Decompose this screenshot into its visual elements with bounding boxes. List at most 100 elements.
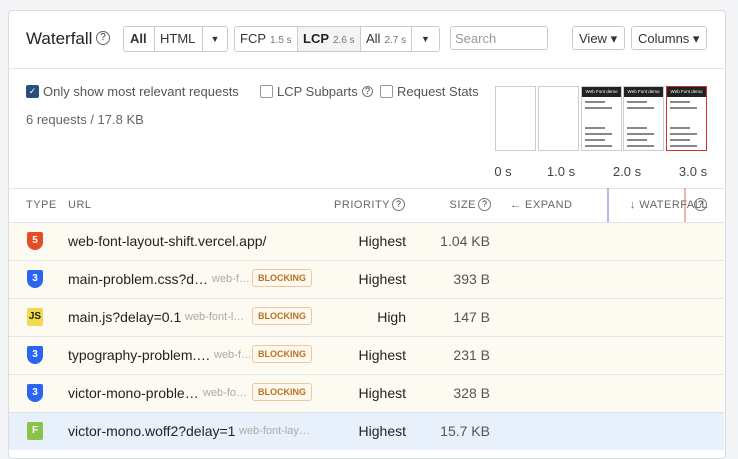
priority: Highest xyxy=(358,347,406,363)
view-button[interactable]: View ▾ xyxy=(572,26,625,50)
metric-value: 2.6 s xyxy=(333,35,355,46)
column-header[interactable]: ↓ WATERFALL xyxy=(629,199,708,211)
filter-group: All HTML ▼ xyxy=(123,26,228,52)
size: 231 B xyxy=(453,347,490,363)
frame-text-line xyxy=(585,127,605,129)
title: Waterfall xyxy=(26,29,93,48)
filmstrip-frame: Web Font demo xyxy=(581,86,622,151)
filter-html[interactable]: HTML xyxy=(154,27,195,51)
frame-text-line xyxy=(585,107,612,109)
metric-name: LCP xyxy=(303,31,329,46)
metric-name: FCP xyxy=(240,31,266,46)
help-icon: ? xyxy=(362,86,373,97)
request-host: web-font-lay… xyxy=(239,425,310,437)
request-host: web-f… xyxy=(214,349,252,361)
frame-text-line xyxy=(627,107,654,109)
blocking-badge: BLOCKING xyxy=(252,345,312,363)
size: 147 B xyxy=(453,309,490,325)
metric-tab[interactable]: FCP 1.5 s xyxy=(235,27,297,51)
frame-text-line xyxy=(670,139,690,141)
filter-all[interactable]: All xyxy=(130,31,147,46)
table-row[interactable] xyxy=(9,336,724,374)
size: 15.7 KB xyxy=(440,423,490,439)
request-url: web-font-layout-shift.vercel.app/ xyxy=(68,233,267,249)
table-header xyxy=(9,188,724,223)
column-header: PRIORITY xyxy=(334,199,390,211)
frame-text-line xyxy=(627,133,654,135)
column-header: SIZE xyxy=(449,199,476,211)
time-label: 0 s xyxy=(494,164,512,179)
priority: Highest xyxy=(358,423,406,439)
table-row[interactable] xyxy=(9,222,724,260)
dropdown[interactable]: ▼ xyxy=(202,27,227,51)
priority: Highest xyxy=(358,385,406,401)
search-input[interactable]: Search xyxy=(450,26,548,50)
frame-text-line xyxy=(670,133,697,135)
columns-label: Columns xyxy=(638,31,690,46)
filmstrip-frame xyxy=(495,86,536,151)
table-row[interactable] xyxy=(9,260,724,298)
dropdown[interactable]: ▼ xyxy=(411,27,439,51)
filmstrip-frame xyxy=(538,86,579,151)
table-row[interactable] xyxy=(9,412,724,450)
time-label: 3.0 s xyxy=(678,164,708,179)
metric-name: All xyxy=(366,31,381,46)
frame-title: Web Font demo xyxy=(624,87,663,97)
type-icon: 5 xyxy=(27,232,43,250)
column-header[interactable]: ← EXPAND xyxy=(510,199,573,211)
request-host: web-f… xyxy=(212,273,250,285)
size: 328 B xyxy=(453,385,490,401)
time-label: 1.0 s xyxy=(546,164,576,179)
request-url: victor-mono.woff2?delay=1 xyxy=(68,423,236,439)
metric-value: 1.5 s xyxy=(270,35,292,46)
checkbox[interactable]: ✓ xyxy=(26,85,39,98)
size: 393 B xyxy=(453,271,490,287)
priority: High xyxy=(377,309,406,325)
frame-text-line xyxy=(670,127,690,129)
help-icon: ? xyxy=(694,198,707,211)
frame-text-line xyxy=(670,107,697,109)
column-header: TYPE xyxy=(26,199,57,211)
metric-tab[interactable]: LCP 2.6 s xyxy=(297,27,360,51)
metric-tab[interactable]: All 2.7 s xyxy=(360,27,411,51)
frame-text-line xyxy=(627,139,647,141)
type-icon: JS xyxy=(27,308,43,326)
frame-text-line xyxy=(585,145,612,147)
filmstrip-frame: Web Font demo xyxy=(623,86,664,151)
frame-text-line xyxy=(585,133,612,135)
checkbox[interactable] xyxy=(260,85,273,98)
frame-text-line xyxy=(627,101,647,103)
metric-group: FCP 1.5 s LCP 2.6 s All 2.7 s ▼ xyxy=(234,26,440,52)
priority: Highest xyxy=(358,271,406,287)
frame-text-line xyxy=(627,127,647,129)
summary: 6 requests / 17.8 KB xyxy=(26,112,144,127)
request-host: web-font-l… xyxy=(185,311,245,323)
request-host: web-fo… xyxy=(203,387,248,399)
size: 1.04 KB xyxy=(440,233,490,249)
time-label: 2.0 s xyxy=(612,164,642,179)
frame-text-line xyxy=(627,145,654,147)
help-icon[interactable]: ? xyxy=(96,31,110,45)
view-label: View xyxy=(579,31,607,46)
frame-text-line xyxy=(670,145,697,147)
type-icon: 3 xyxy=(27,384,43,402)
blocking-badge: BLOCKING xyxy=(252,307,312,325)
help-icon: ? xyxy=(478,198,491,211)
metric-value: 2.7 s xyxy=(384,35,407,46)
request-url: main-problem.css?d… xyxy=(68,271,209,287)
columns-button[interactable]: Columns ▾ xyxy=(631,26,707,50)
table-row[interactable] xyxy=(9,298,724,336)
request-url: victor-mono-proble… xyxy=(68,385,199,401)
checkbox[interactable] xyxy=(380,85,393,98)
checkbox-label: Request Stats xyxy=(397,84,479,99)
table-row[interactable] xyxy=(9,374,724,412)
request-url: typography-problem.… xyxy=(68,347,211,363)
divider xyxy=(9,68,724,69)
frame-title: Web Font demo xyxy=(582,87,621,97)
request-url: main.js?delay=0.1 xyxy=(68,309,182,325)
checkbox-label: Only show most relevant requests xyxy=(43,84,239,99)
type-icon: F xyxy=(27,422,43,440)
priority: Highest xyxy=(358,233,406,249)
blocking-badge: BLOCKING xyxy=(252,383,312,401)
